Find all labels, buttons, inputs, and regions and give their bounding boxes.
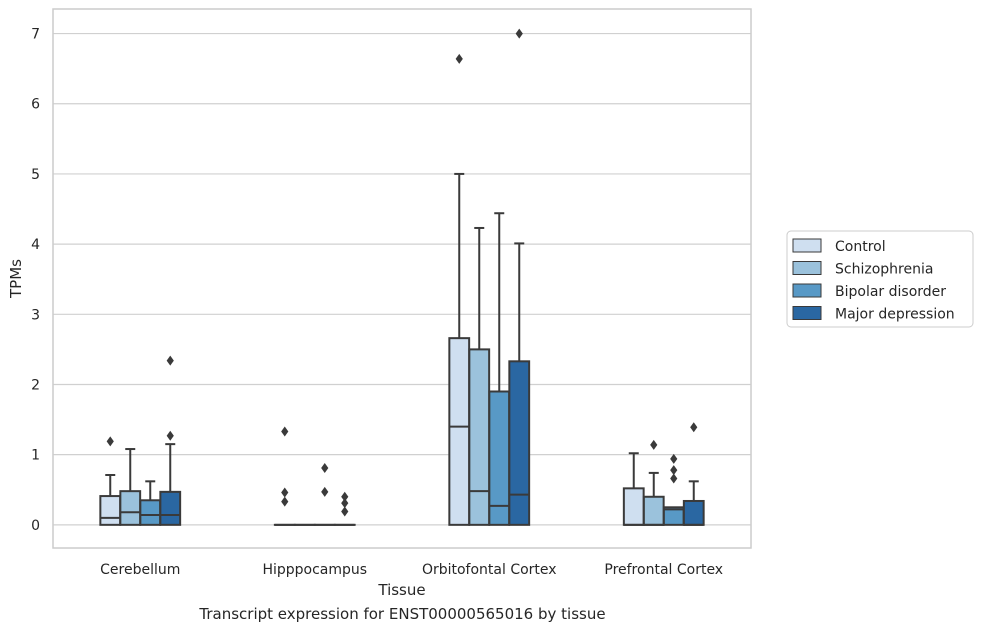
outlier-point (281, 487, 289, 498)
legend: Control Schizophrenia Bipolar disorder Majo… (786, 230, 974, 328)
x-tick-label: Orbitofontal Cortex (422, 562, 557, 578)
y-tick-label: 4 (31, 237, 40, 253)
box-1 (119, 448, 142, 526)
outlier-point (341, 498, 349, 509)
outlier-point (670, 465, 678, 476)
box-rect (642, 495, 665, 526)
outlier-point (670, 453, 678, 464)
legend-label: Control (835, 239, 886, 255)
outlier-point (650, 439, 658, 450)
box-0 (273, 426, 296, 526)
box-3 (682, 422, 705, 526)
legend-label: Schizophrenia (835, 262, 933, 278)
y-tick-label: 2 (31, 377, 40, 393)
y-tick-label: 3 (31, 307, 40, 323)
x-tick-label: Hipppocampus (262, 562, 367, 578)
outlier-point (281, 426, 289, 437)
box-rect (119, 490, 142, 526)
box-rect (139, 499, 162, 526)
outlier-point (281, 496, 289, 507)
outlier-point (341, 506, 349, 517)
legend-swatch (792, 238, 822, 253)
outlier-point (166, 355, 174, 366)
y-tick-label: 7 (31, 27, 40, 43)
box-1 (468, 226, 491, 526)
box-0 (622, 452, 645, 526)
box-2 (313, 462, 336, 526)
x-axis-label: Tissue (377, 581, 425, 599)
boxes (99, 28, 705, 526)
outlier-point (670, 473, 678, 484)
y-tick-label: 1 (31, 448, 40, 464)
outlier-point (690, 422, 698, 433)
legend-swatch (792, 306, 822, 320)
outlier-point (166, 430, 174, 441)
box-3 (333, 491, 356, 526)
figure-caption: Transcript expression for ENST0000056501… (199, 605, 606, 623)
box-3 (508, 28, 531, 526)
box-3 (159, 355, 182, 526)
legend-swatch (792, 261, 822, 275)
legend-label: Major depression (835, 307, 955, 323)
grid (53, 32, 751, 526)
box-2 (139, 480, 162, 526)
y-axis-label: TPMs (7, 259, 25, 299)
y-ticks: 0 1 2 3 4 5 6 7 (31, 27, 40, 534)
box-1 (642, 439, 665, 526)
box-rect (468, 348, 491, 526)
box-rect (488, 390, 511, 526)
outlier-point (321, 486, 329, 497)
box-2 (488, 212, 511, 526)
box-0 (448, 53, 471, 526)
box-rect (159, 490, 182, 526)
box-rect (508, 360, 531, 526)
x-tick-label: Prefrontal Cortex (604, 562, 723, 578)
y-tick-label: 6 (31, 97, 40, 113)
box-rect (99, 495, 122, 526)
plot-frame (52, 8, 752, 549)
box-rect (622, 487, 645, 526)
y-tick-label: 5 (31, 167, 40, 183)
outlier-point (106, 436, 114, 447)
legend-frame (786, 230, 974, 328)
legend-label: Bipolar disorder (835, 284, 946, 300)
outlier-point (455, 53, 463, 64)
x-tick-label: Cerebellum (100, 562, 180, 578)
box-rect (682, 499, 705, 526)
box-rect (448, 337, 471, 526)
outlier-point (341, 491, 349, 502)
outlier-point (321, 462, 329, 473)
box-2 (662, 453, 685, 526)
y-tick-label: 0 (31, 518, 40, 534)
x-ticks: Cerebellum Hipppocampus Orbitofontal Corte… (100, 562, 723, 578)
box-0 (99, 436, 122, 526)
legend-swatch (792, 283, 822, 298)
outlier-point (515, 28, 523, 39)
